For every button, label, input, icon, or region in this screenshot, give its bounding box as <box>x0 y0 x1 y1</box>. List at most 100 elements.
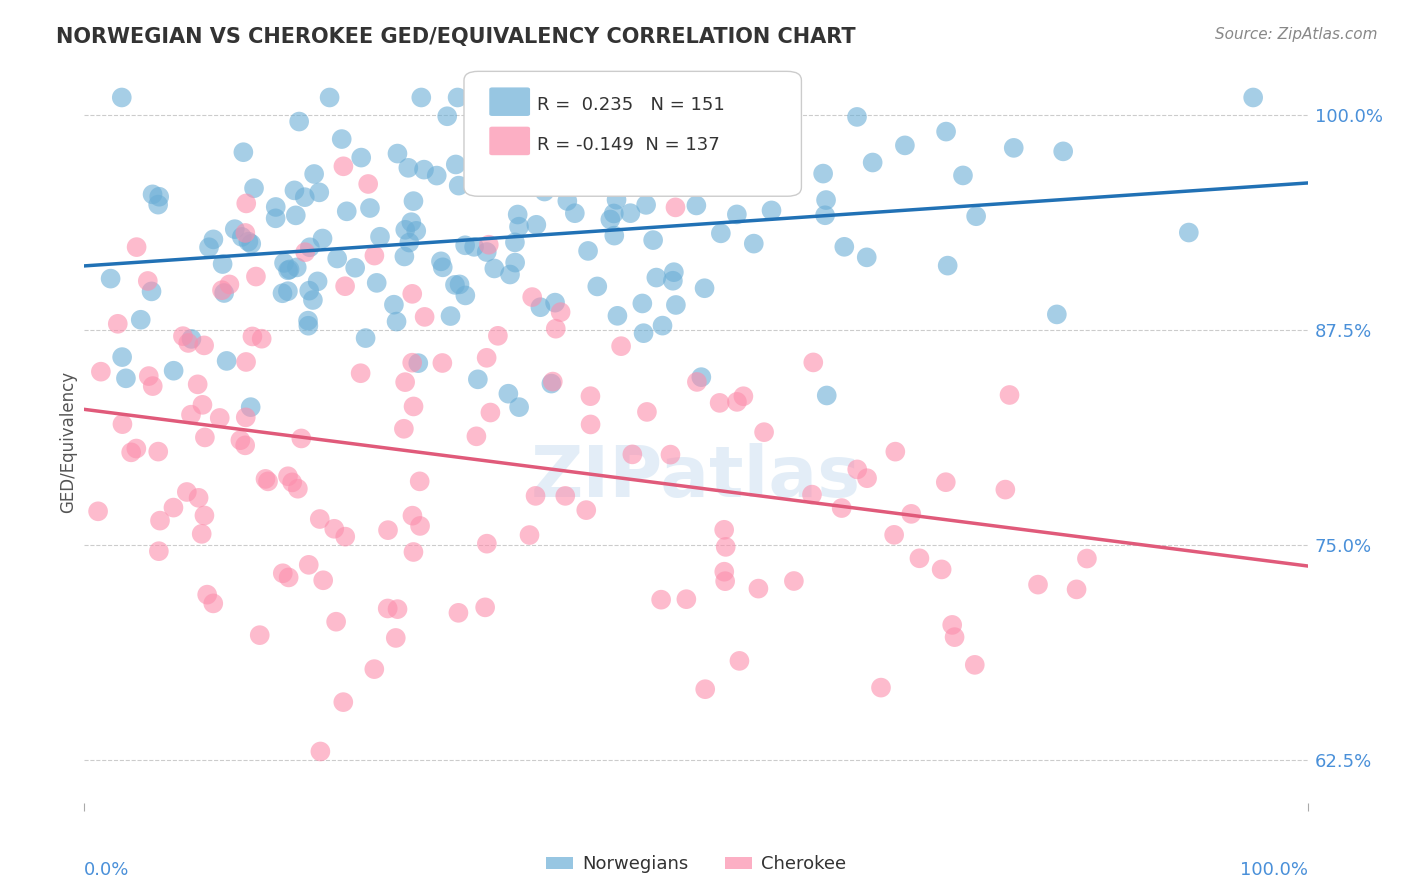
Cherokee <box>713 523 735 537</box>
Cherokee <box>325 615 347 629</box>
Norwegians <box>180 332 202 346</box>
Cherokee <box>675 592 697 607</box>
Cherokee <box>125 240 148 254</box>
Cherokee <box>636 405 658 419</box>
Cherokee <box>250 332 273 346</box>
Cherokee <box>413 310 436 324</box>
Norwegians <box>454 288 477 302</box>
Norwegians <box>636 198 658 212</box>
Cherokee <box>187 377 209 392</box>
Cherokee <box>522 290 544 304</box>
Norwegians <box>129 312 152 326</box>
Norwegians <box>231 230 253 244</box>
Norwegians <box>405 224 427 238</box>
Cherokee <box>245 269 267 284</box>
Cherokee <box>941 618 963 632</box>
Cherokee <box>579 389 602 403</box>
Cherokee <box>125 442 148 456</box>
Norwegians <box>645 157 668 171</box>
Cherokee <box>120 445 142 459</box>
Norwegians <box>408 356 430 370</box>
Norwegians <box>935 125 957 139</box>
Cherokee <box>136 274 159 288</box>
Norwegians <box>855 250 877 264</box>
Cherokee <box>675 159 697 173</box>
Cherokee <box>475 351 498 365</box>
Norwegians <box>633 326 655 341</box>
Cherokee <box>931 562 953 576</box>
Cherokee <box>111 417 134 432</box>
Cherokee <box>519 528 541 542</box>
Norwegians <box>586 279 609 293</box>
Cherokee <box>235 355 257 369</box>
Norwegians <box>606 309 628 323</box>
Cherokee <box>290 432 312 446</box>
Norwegians <box>589 167 612 181</box>
Cherokee <box>541 375 564 389</box>
Cherokee <box>998 388 1021 402</box>
Norwegians <box>811 167 834 181</box>
Norwegians <box>690 370 713 384</box>
Norwegians <box>576 244 599 258</box>
Norwegians <box>413 162 436 177</box>
Norwegians <box>499 268 522 282</box>
Norwegians <box>603 206 626 220</box>
Norwegians <box>595 123 617 137</box>
Cherokee <box>728 654 751 668</box>
Norwegians <box>894 138 917 153</box>
Cherokee <box>149 514 172 528</box>
Cherokee <box>191 398 214 412</box>
Cherokee <box>554 489 576 503</box>
Norwegians <box>350 151 373 165</box>
Cherokee <box>208 411 231 425</box>
Cherokee <box>695 682 717 697</box>
Norwegians <box>815 193 838 207</box>
Norwegians <box>294 190 316 204</box>
Norwegians <box>302 293 325 307</box>
Text: Source: ZipAtlas.com: Source: ZipAtlas.com <box>1215 27 1378 42</box>
Norwegians <box>444 277 467 292</box>
Norwegians <box>467 372 489 386</box>
Cherokee <box>172 329 194 343</box>
Cherokee <box>884 444 907 458</box>
Norwegians <box>239 400 262 414</box>
Norwegians <box>277 284 299 298</box>
Cherokee <box>384 631 406 645</box>
Norwegians <box>302 167 325 181</box>
Norwegians <box>202 232 225 246</box>
Norwegians <box>111 350 134 364</box>
Cherokee <box>335 530 357 544</box>
Cherokee <box>664 200 686 214</box>
Cherokee <box>194 430 217 444</box>
Cherokee <box>943 630 966 644</box>
Norwegians <box>814 208 837 222</box>
Norwegians <box>936 259 959 273</box>
Norwegians <box>591 162 613 177</box>
Cherokee <box>401 508 423 523</box>
Norwegians <box>297 313 319 327</box>
Norwegians <box>311 231 333 245</box>
Norwegians <box>862 155 884 169</box>
Norwegians <box>411 90 433 104</box>
Cherokee <box>409 475 432 489</box>
Cherokee <box>801 488 824 502</box>
Cherokee <box>332 695 354 709</box>
Norwegians <box>224 222 246 236</box>
Cherokee <box>235 410 257 425</box>
Norwegians <box>665 298 688 312</box>
Cherokee <box>908 551 931 566</box>
Cherokee <box>935 475 957 490</box>
Cherokee <box>686 375 709 389</box>
Text: R = -0.149  N = 137: R = -0.149 N = 137 <box>537 136 720 153</box>
Norwegians <box>238 235 260 249</box>
Norwegians <box>776 90 799 104</box>
Text: 100.0%: 100.0% <box>1240 861 1308 879</box>
Cherokee <box>579 417 602 432</box>
Cherokee <box>287 482 309 496</box>
Norwegians <box>540 376 562 391</box>
Norwegians <box>318 90 340 104</box>
Norwegians <box>141 285 163 299</box>
Cherokee <box>401 356 423 370</box>
Norwegians <box>326 252 349 266</box>
Cherokee <box>363 662 385 676</box>
